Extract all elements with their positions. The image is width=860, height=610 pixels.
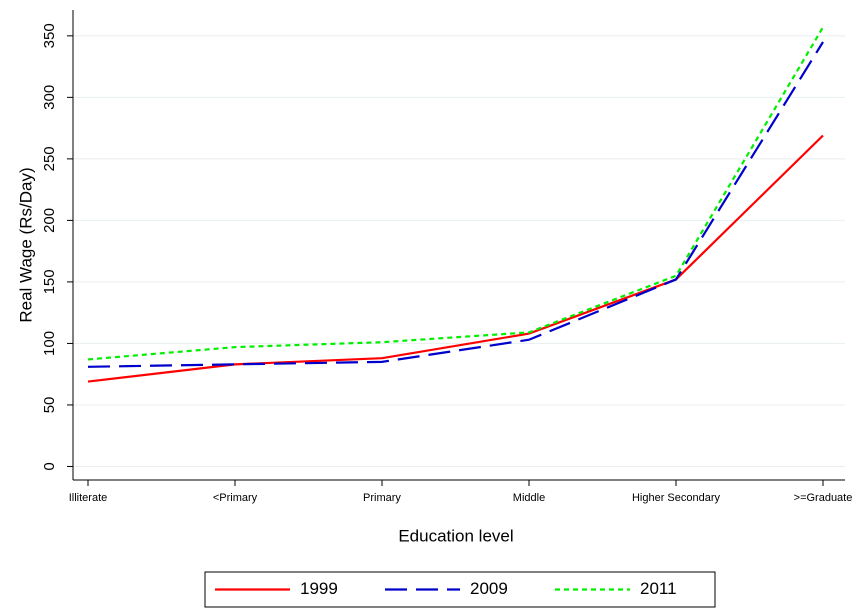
series-line	[87, 134, 824, 383]
legend-label: 1999	[300, 579, 338, 598]
y-tick-label: 50	[41, 397, 58, 414]
x-tick-label: >=Graduate	[794, 492, 853, 504]
y-tick-label: 100	[41, 331, 58, 356]
y-tick-label: 150	[41, 269, 58, 294]
series-line	[87, 41, 824, 368]
y-tick-label: 350	[41, 23, 58, 48]
x-tick-label: Primary	[363, 492, 401, 504]
x-tick-label: Illiterate	[69, 492, 108, 504]
series-line	[87, 26, 824, 361]
y-tick-label: 0	[41, 462, 58, 470]
y-tick-label: 300	[41, 85, 58, 110]
x-tick-label: Middle	[513, 492, 545, 504]
x-tick-label: Higher Secondary	[632, 492, 721, 504]
legend-label: 2009	[470, 579, 508, 598]
legend-label: 2011	[640, 579, 677, 598]
y-tick-label: 200	[41, 208, 58, 233]
y-tick-label: 250	[41, 146, 58, 171]
x-tick-label: <Primary	[213, 492, 258, 504]
x-axis-title: Education level	[398, 526, 513, 545]
y-axis-title: Real Wage (Rs/Day)	[16, 167, 35, 322]
